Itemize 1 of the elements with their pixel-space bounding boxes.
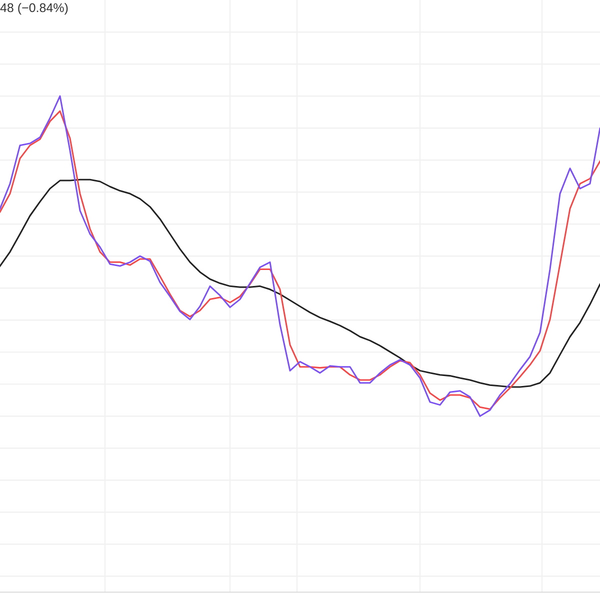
text: 48 (−0.84%): [0, 2, 68, 15]
